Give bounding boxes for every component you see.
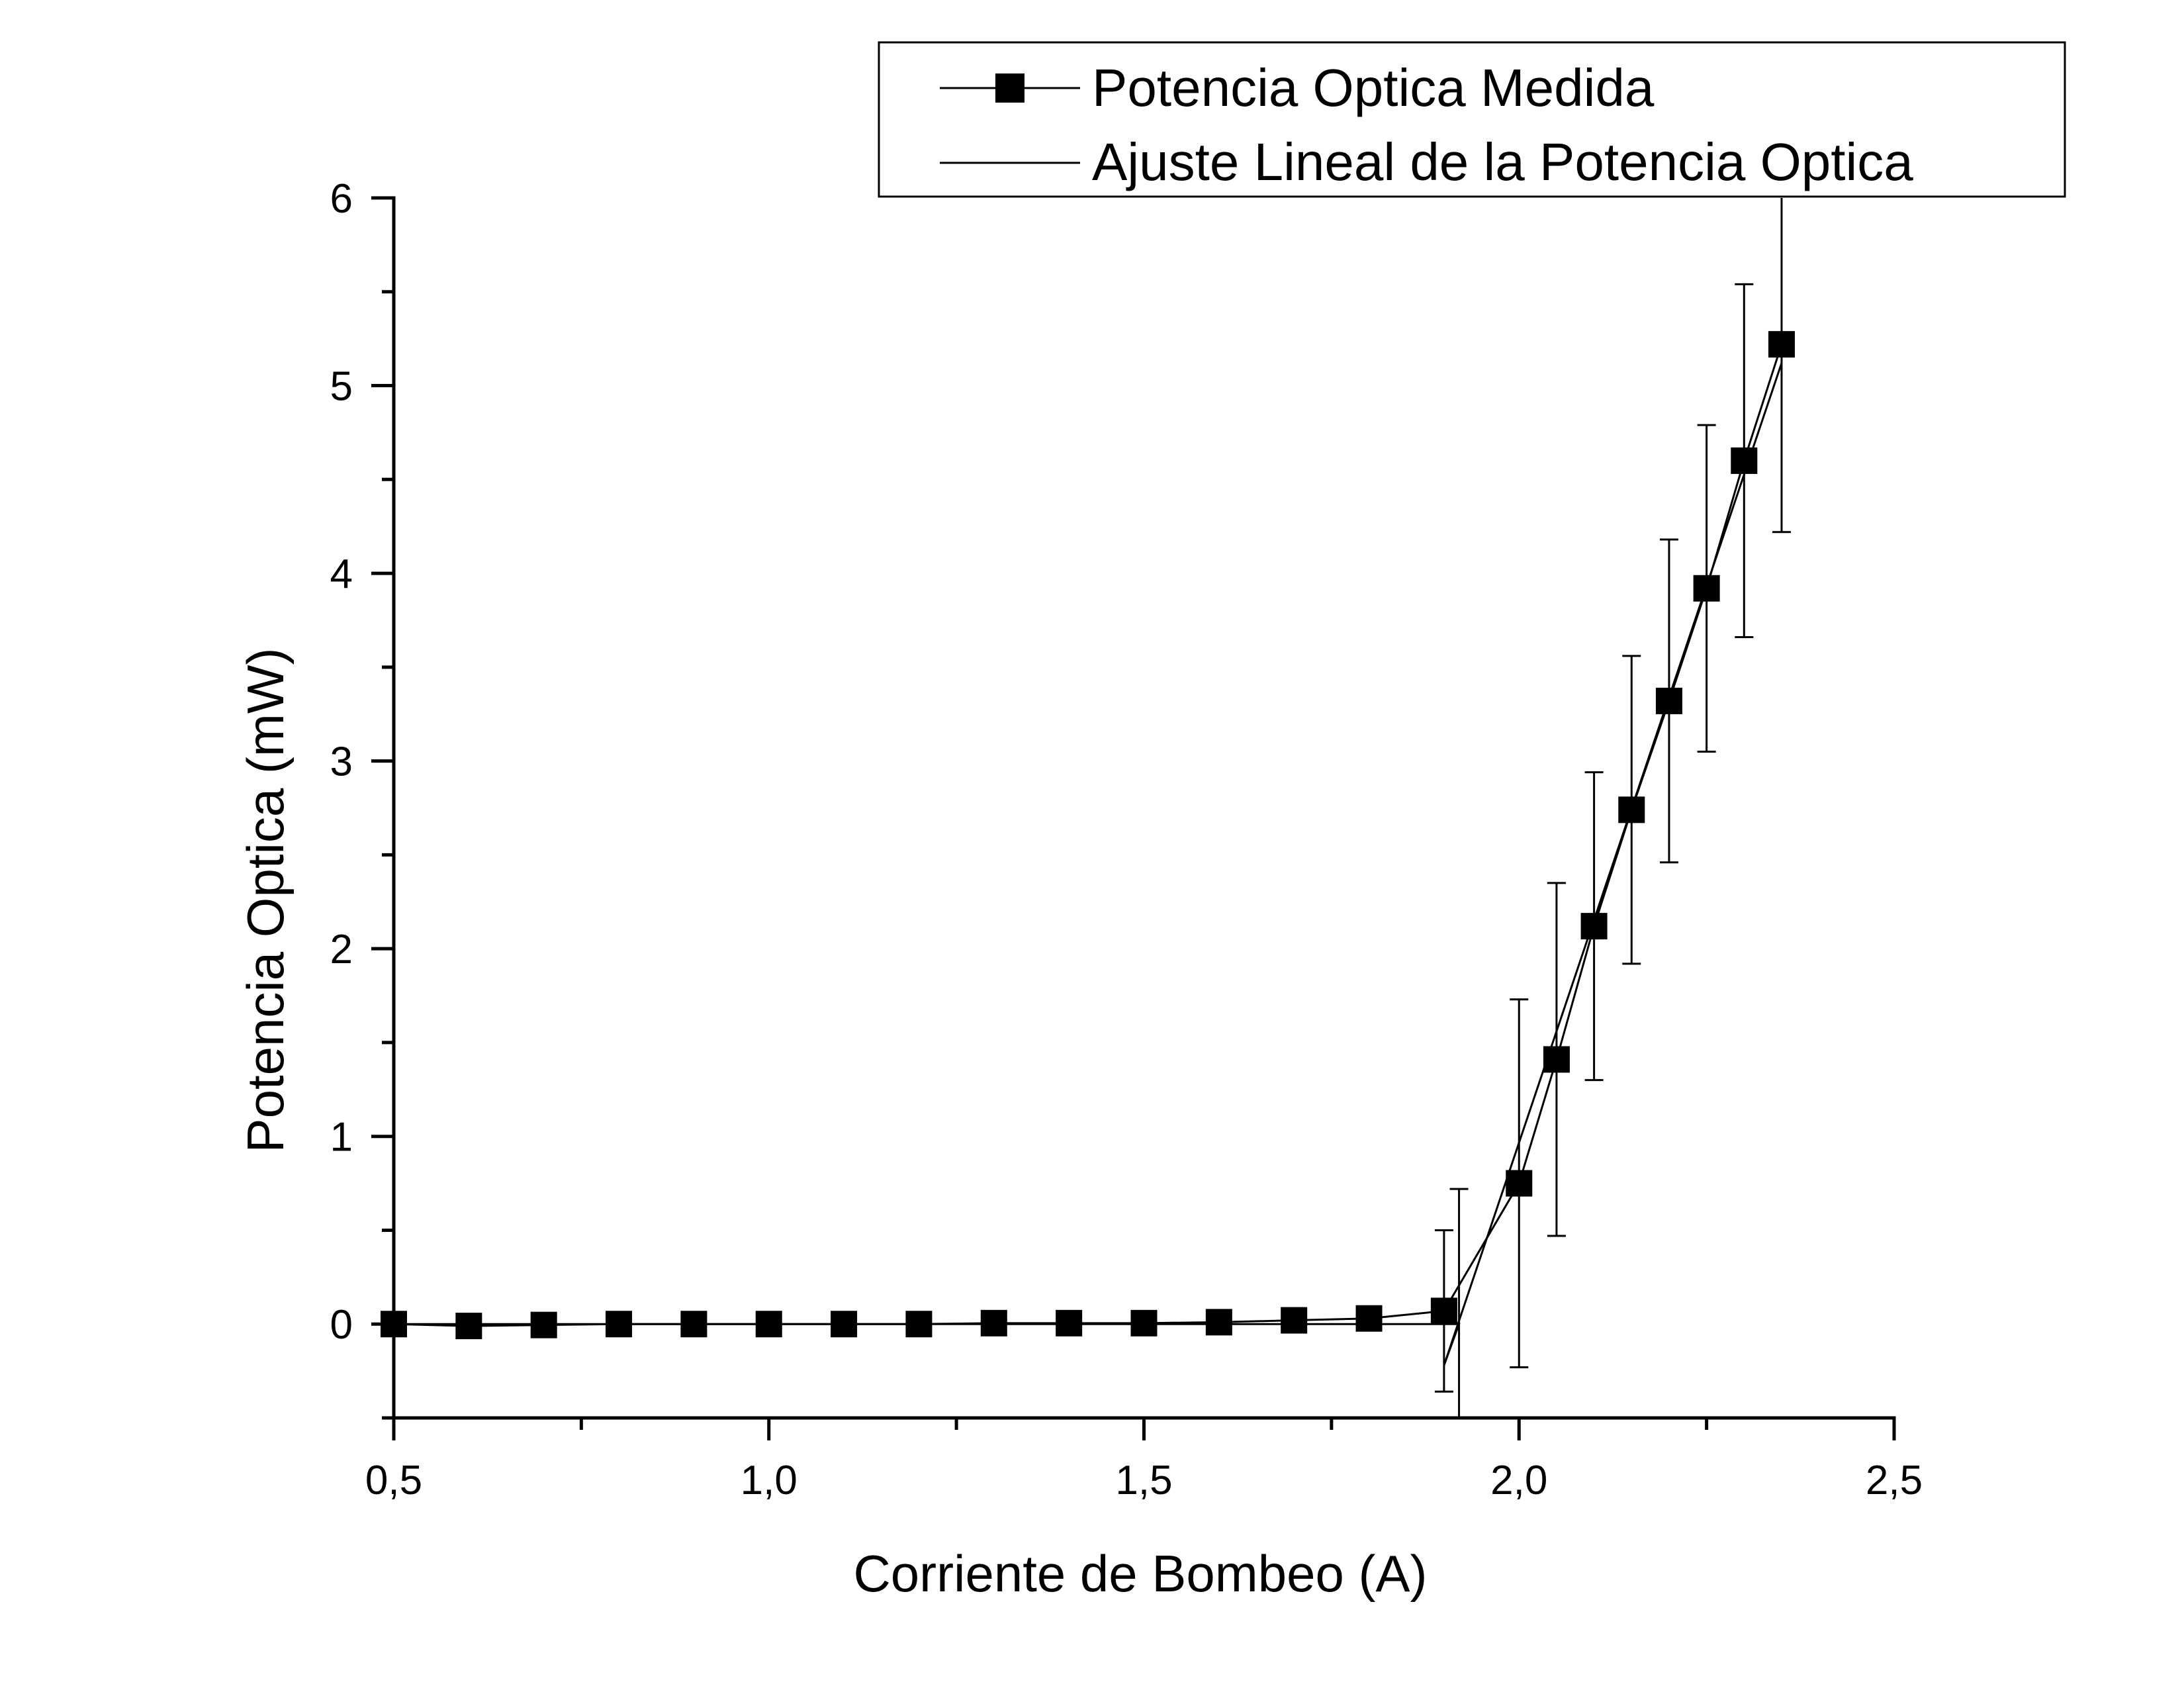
x-tick-label: 0,5 bbox=[365, 1458, 422, 1503]
axes: 0,5 1,0 1,5 2,0 2,5 0 1 2 3 4 5 6 bbox=[330, 176, 1923, 1503]
data-point bbox=[680, 1311, 707, 1338]
x-tick-label: 2,5 bbox=[1866, 1458, 1923, 1503]
y-tick-label: 3 bbox=[330, 739, 353, 785]
y-tick-label: 4 bbox=[330, 551, 353, 597]
y-tick-label: 6 bbox=[330, 176, 353, 222]
y-axis-title: Potencia Optica (mW) bbox=[236, 648, 295, 1153]
data-point bbox=[905, 1311, 933, 1338]
legend-label-fit: Ajuste Lineal de la Potencia Optica bbox=[1092, 132, 1913, 191]
x-tick-label: 1,0 bbox=[741, 1458, 797, 1503]
plot-area bbox=[381, 198, 1795, 1418]
measured-line bbox=[393, 344, 1783, 1327]
data-point bbox=[1543, 1046, 1570, 1073]
y-tick-label: 5 bbox=[330, 364, 353, 410]
data-point bbox=[980, 1309, 1007, 1336]
fit-line bbox=[394, 363, 1783, 1366]
legend: Potencia Optica Medida Ajuste Lineal de … bbox=[878, 41, 2066, 198]
data-point bbox=[1768, 331, 1795, 358]
x-tick-label: 1,5 bbox=[1115, 1458, 1172, 1503]
y-tick-label: 1 bbox=[330, 1115, 353, 1160]
data-point bbox=[1355, 1305, 1383, 1332]
data-point bbox=[606, 1311, 633, 1338]
legend-marker-measured bbox=[995, 73, 1024, 103]
data-point bbox=[755, 1311, 782, 1338]
data-point bbox=[1580, 913, 1608, 940]
data-point bbox=[1506, 1170, 1533, 1197]
data-point bbox=[1056, 1309, 1083, 1336]
data-point bbox=[831, 1311, 858, 1338]
data-point bbox=[1430, 1297, 1457, 1325]
x-axis-title: Corriente de Bombeo (A) bbox=[853, 1544, 1427, 1603]
data-point bbox=[1655, 687, 1682, 714]
data-point bbox=[1693, 575, 1720, 602]
data-point bbox=[1281, 1307, 1308, 1334]
data-point bbox=[1731, 447, 1758, 474]
data-point bbox=[1130, 1309, 1158, 1336]
data-point bbox=[530, 1311, 557, 1338]
y-tick-label: 0 bbox=[330, 1302, 353, 1348]
data-point bbox=[455, 1313, 482, 1340]
x-tick-label: 2,0 bbox=[1490, 1458, 1547, 1503]
data-point bbox=[1205, 1309, 1232, 1336]
data-point bbox=[1618, 796, 1645, 823]
y-tick-label: 2 bbox=[330, 927, 353, 972]
legend-box bbox=[878, 41, 2066, 198]
legend-label-measured: Potencia Optica Medida bbox=[1092, 58, 1655, 117]
